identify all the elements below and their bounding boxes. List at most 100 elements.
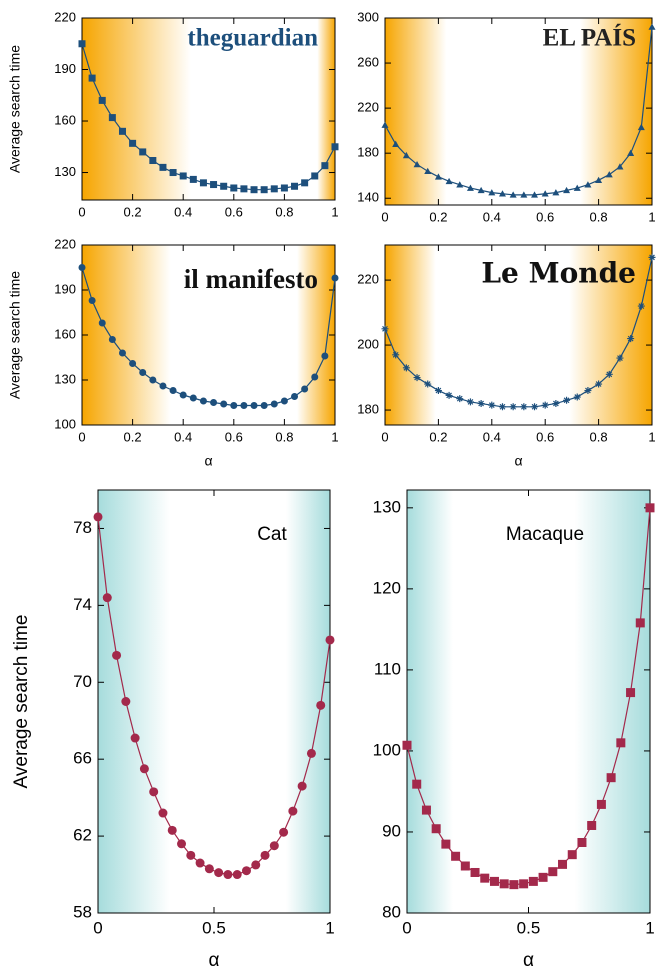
marker <box>240 402 248 409</box>
marker <box>421 805 431 815</box>
marker <box>78 264 86 271</box>
marker <box>129 139 137 147</box>
y-tick-label: 220 <box>54 236 76 251</box>
x-tick-label: 0.6 <box>536 209 554 224</box>
marker <box>210 399 218 406</box>
y-tick-label: 130 <box>54 371 76 386</box>
marker <box>331 143 339 151</box>
marker <box>189 175 197 183</box>
marker <box>451 851 461 861</box>
plot-frame <box>97 489 331 914</box>
x-tick-label: 0 <box>78 429 85 444</box>
marker <box>563 396 571 404</box>
marker <box>489 876 499 886</box>
x-tick-label: 0.2 <box>429 209 447 224</box>
y-axis-label: Average search time <box>11 615 32 789</box>
y-tick-label: 90 <box>382 821 401 840</box>
annotation: EL PAÍS <box>543 24 636 52</box>
annotation: il manifesto <box>184 264 318 294</box>
marker <box>456 181 464 188</box>
marker <box>260 850 270 860</box>
marker <box>291 182 299 190</box>
y-tick-label: 190 <box>54 281 76 296</box>
x-tick-label: 0.4 <box>174 204 192 219</box>
marker <box>477 400 485 408</box>
marker <box>108 114 116 122</box>
marker <box>605 171 613 178</box>
x-tick-label: 0.5 <box>202 918 226 937</box>
x-tick-label: 1 <box>648 429 655 444</box>
marker <box>297 781 307 791</box>
y-tick-label: 78 <box>73 518 92 537</box>
annotation: Le Monde <box>481 257 636 290</box>
y-tick-label: 100 <box>54 416 76 431</box>
marker <box>584 181 592 188</box>
marker <box>108 336 116 343</box>
y-axis-label: Average search time <box>7 271 23 399</box>
x-tick-label: 1 <box>648 209 655 224</box>
y-tick-label: 180 <box>357 145 379 160</box>
y-tick-label: 58 <box>73 902 92 921</box>
plot-background <box>385 245 652 425</box>
x-tick-label: 0.6 <box>225 429 243 444</box>
marker <box>616 163 624 170</box>
x-tick-label: 0 <box>381 429 388 444</box>
x-tick-label: 0.8 <box>590 429 608 444</box>
y-tick-label: 220 <box>54 9 76 24</box>
marker <box>321 162 329 170</box>
marker <box>498 403 506 411</box>
y-tick-label: 80 <box>382 902 401 921</box>
marker <box>121 697 131 706</box>
marker <box>616 354 624 362</box>
x-tick-label: 0 <box>78 204 85 219</box>
x-tick-label: 0.4 <box>483 429 501 444</box>
marker <box>260 402 268 409</box>
marker <box>606 773 616 783</box>
marker <box>112 650 122 660</box>
y-tick-label: 220 <box>357 100 379 115</box>
marker <box>199 397 207 405</box>
marker <box>210 181 218 189</box>
marker <box>548 867 558 877</box>
marker <box>159 382 167 390</box>
marker <box>93 512 103 522</box>
marker <box>434 387 442 395</box>
marker <box>392 140 400 147</box>
y-tick-label: 200 <box>357 337 379 352</box>
marker <box>270 185 278 193</box>
marker <box>605 370 613 378</box>
marker <box>291 393 299 400</box>
marker <box>434 173 442 180</box>
marker <box>241 866 251 876</box>
x-tick-label: 1 <box>325 918 334 937</box>
annotation: Macaque <box>506 524 584 545</box>
marker <box>480 873 490 883</box>
y-tick-label: 130 <box>54 164 76 179</box>
marker <box>381 121 389 128</box>
marker <box>269 841 279 851</box>
x-tick-label: 0.2 <box>124 429 142 444</box>
marker <box>584 387 592 395</box>
marker <box>232 870 242 880</box>
marker <box>139 369 147 376</box>
marker <box>321 352 329 360</box>
marker <box>595 176 603 184</box>
marker <box>531 403 539 411</box>
y-tick-label: 140 <box>357 190 379 205</box>
marker <box>139 764 149 774</box>
marker <box>424 380 432 388</box>
marker <box>306 748 316 758</box>
marker <box>129 360 137 367</box>
marker <box>118 349 126 357</box>
marker <box>78 40 86 48</box>
marker <box>270 400 278 408</box>
marker <box>445 177 453 185</box>
marker <box>456 395 464 403</box>
y-tick-label: 260 <box>357 54 379 69</box>
marker <box>159 163 167 171</box>
marker <box>279 827 289 837</box>
marker <box>488 189 496 196</box>
marker <box>402 364 410 372</box>
marker <box>552 400 560 408</box>
panel: 58 62 66 70 74 78 0 0.5 1 Cat Average search time α <box>11 489 335 971</box>
